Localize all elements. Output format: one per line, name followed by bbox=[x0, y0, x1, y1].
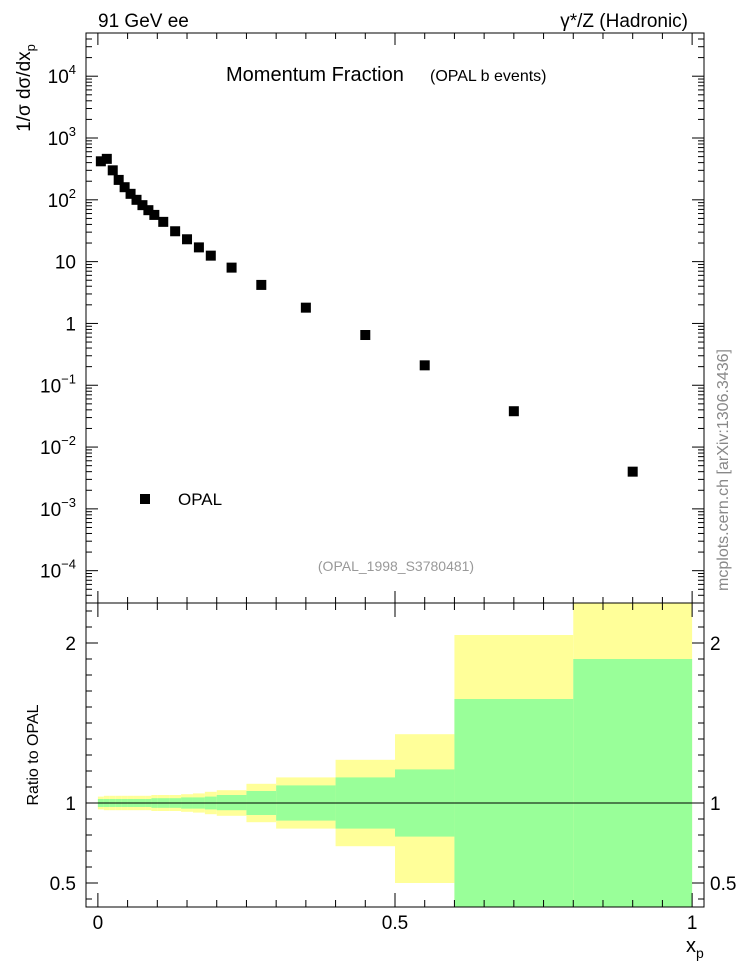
data-point bbox=[95, 156, 106, 167]
data-point bbox=[113, 174, 124, 185]
data-point bbox=[300, 302, 311, 313]
data-point bbox=[170, 226, 181, 237]
legend-label: OPAL bbox=[178, 490, 222, 509]
main-y-tick-label: 10−2 bbox=[40, 433, 76, 459]
ratio-y-tick-label: 1 bbox=[65, 794, 76, 815]
ratio-panel: 0.5 0.5 1 1 2 2 0 0.5 1 Ratio to OPAL xp bbox=[25, 602, 736, 961]
chart-subtitle: (OPAL b events) bbox=[430, 68, 547, 85]
data-point bbox=[131, 194, 142, 205]
main-y-tick-label: 103 bbox=[48, 124, 76, 150]
x-tick-label: 0.5 bbox=[382, 913, 408, 934]
data-point bbox=[182, 234, 193, 245]
data-point bbox=[419, 360, 430, 371]
ratio-y-tick-label: 0.5 bbox=[50, 874, 76, 895]
data-point bbox=[205, 250, 216, 261]
legend-marker bbox=[140, 494, 150, 504]
data-point bbox=[508, 406, 519, 417]
legend: OPAL bbox=[140, 490, 222, 509]
main-y-tick-label: 10−3 bbox=[40, 495, 76, 521]
data-point bbox=[149, 209, 160, 220]
header-right-label: γ*/Z (Hadronic) bbox=[560, 11, 688, 32]
main-y-axis-label: 1/σ dσ/dxp bbox=[14, 44, 38, 132]
main-y-tick-label: 1 bbox=[65, 314, 76, 335]
header-left-label: 91 GeV ee bbox=[98, 11, 189, 32]
main-frame bbox=[85, 32, 705, 604]
data-point bbox=[125, 188, 136, 199]
data-point bbox=[107, 165, 118, 176]
data-point bbox=[360, 330, 371, 341]
x-axis-label: xp bbox=[686, 935, 704, 961]
chart-title: Momentum Fraction bbox=[226, 64, 404, 86]
data-point bbox=[627, 466, 638, 477]
main-y-tick-label: 10−4 bbox=[40, 557, 76, 583]
data-point bbox=[143, 205, 154, 216]
main-y-tick-label: 102 bbox=[48, 186, 76, 212]
x-tick-label: 1 bbox=[687, 913, 698, 934]
main-y-tick-label: 10 bbox=[55, 253, 76, 274]
watermark-label: mcplots.cern.ch [arXiv:1306.3436] bbox=[715, 349, 732, 591]
data-point bbox=[193, 242, 204, 253]
analysis-id-annotation: (OPAL_1998_S3780481) bbox=[318, 558, 474, 574]
main-y-tick-label: 10−1 bbox=[40, 371, 76, 397]
main-y-tick-label: 104 bbox=[48, 62, 76, 88]
ratio-y-tick-label: 2 bbox=[65, 634, 76, 655]
uncertainty-band-inner bbox=[573, 659, 693, 907]
data-point bbox=[137, 200, 148, 211]
x-tick-label: 0 bbox=[93, 913, 104, 934]
ratio-y-tick-label-right: 0.5 bbox=[710, 874, 736, 895]
data-point bbox=[158, 216, 169, 227]
ratio-y-tick-label-right: 1 bbox=[710, 794, 721, 815]
data-point bbox=[119, 182, 130, 193]
data-point bbox=[256, 279, 267, 290]
data-point bbox=[226, 262, 237, 273]
ratio-y-axis-label: Ratio to OPAL bbox=[25, 704, 42, 805]
data-point bbox=[101, 153, 112, 164]
ratio-y-tick-label-right: 2 bbox=[710, 634, 721, 655]
